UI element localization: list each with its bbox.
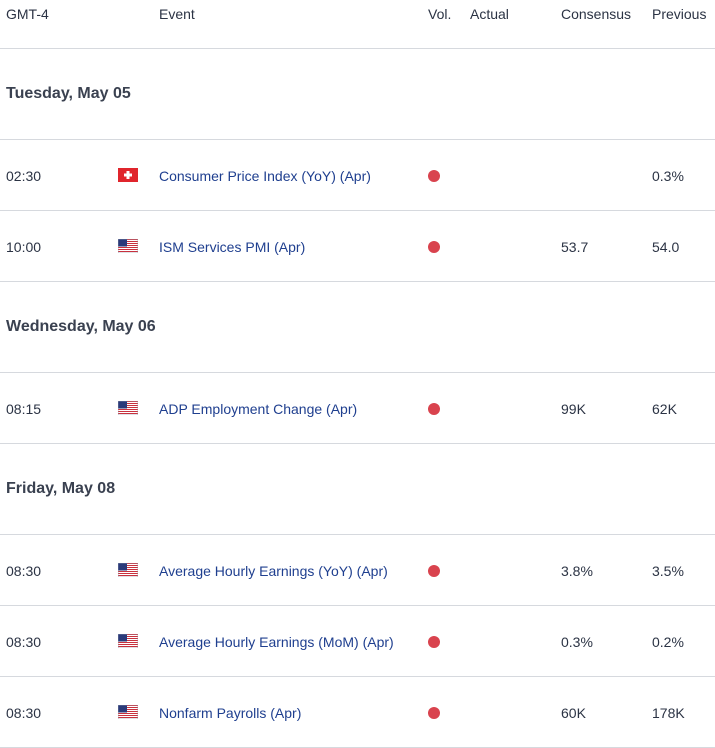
high-volatility-icon	[428, 636, 440, 648]
previous-value: 54.0	[652, 239, 680, 255]
us-flag-icon	[118, 634, 138, 648]
event-row[interactable]: 08:30 Nonfarm Payrolls (Apr) 60K 178K	[0, 677, 715, 748]
event-row[interactable]: 08:15 ADP Employment Change (Apr) 99K 62…	[0, 373, 715, 444]
event-time: 08:15	[6, 401, 42, 417]
day-header: Friday, May 08	[0, 444, 715, 535]
high-volatility-icon	[428, 241, 440, 253]
consensus-value: 0.3%	[561, 634, 593, 650]
day-label: Wednesday, May 06	[6, 318, 156, 335]
day-header: Tuesday, May 05	[0, 49, 715, 140]
previous-value: 3.5%	[652, 563, 684, 579]
consensus-column-header: Consensus	[561, 6, 632, 22]
event-time: 08:30	[6, 563, 42, 579]
event-row[interactable]: 02:30 Consumer Price Index (YoY) (Apr) 0…	[0, 140, 715, 211]
us-flag-icon	[118, 705, 138, 719]
event-row[interactable]: 08:30 Average Hourly Earnings (YoY) (Apr…	[0, 535, 715, 606]
previous-value: 0.3%	[652, 168, 684, 184]
high-volatility-icon	[428, 403, 440, 415]
event-name-link[interactable]: Average Hourly Earnings (MoM) (Apr)	[159, 634, 394, 650]
event-name-link[interactable]: ISM Services PMI (Apr)	[159, 239, 306, 255]
event-name-link[interactable]: Average Hourly Earnings (YoY) (Apr)	[159, 563, 388, 579]
event-name-link[interactable]: Consumer Price Index (YoY) (Apr)	[159, 168, 371, 184]
consensus-value: 60K	[561, 705, 586, 721]
event-row[interactable]: 08:30 Average Hourly Earnings (MoM) (Apr…	[0, 606, 715, 677]
high-volatility-icon	[428, 565, 440, 577]
calendar-header: GMT-4 Event Vol. Actual Consensus Previo…	[0, 0, 715, 49]
volatility-column-header: Vol.	[428, 6, 452, 22]
event-name-link[interactable]: ADP Employment Change (Apr)	[159, 401, 358, 417]
us-flag-icon	[118, 239, 138, 253]
timezone-header[interactable]: GMT-4	[6, 6, 49, 22]
switzerland-flag-icon	[118, 168, 138, 182]
day-label: Tuesday, May 05	[6, 85, 131, 102]
consensus-value: 3.8%	[561, 563, 593, 579]
previous-value: 178K	[652, 705, 685, 721]
event-time: 08:30	[6, 705, 42, 721]
event-time: 10:00	[6, 239, 42, 255]
event-time: 02:30	[6, 168, 42, 184]
high-volatility-icon	[428, 707, 440, 719]
high-volatility-icon	[428, 170, 440, 182]
event-name-link[interactable]: Nonfarm Payrolls (Apr)	[159, 705, 302, 721]
day-header: Wednesday, May 06	[0, 282, 715, 373]
previous-value: 0.2%	[652, 634, 684, 650]
previous-value: 62K	[652, 401, 677, 417]
us-flag-icon	[118, 401, 138, 415]
consensus-value: 99K	[561, 401, 586, 417]
previous-column-header: Previous	[652, 6, 707, 22]
consensus-value: 53.7	[561, 239, 589, 255]
event-row[interactable]: 10:00 ISM Services PMI (Apr) 53.7 54.0	[0, 211, 715, 282]
day-label: Friday, May 08	[6, 480, 116, 497]
event-column-header: Event	[159, 6, 195, 22]
us-flag-icon	[118, 563, 138, 577]
event-time: 08:30	[6, 634, 42, 650]
actual-column-header: Actual	[470, 6, 509, 22]
